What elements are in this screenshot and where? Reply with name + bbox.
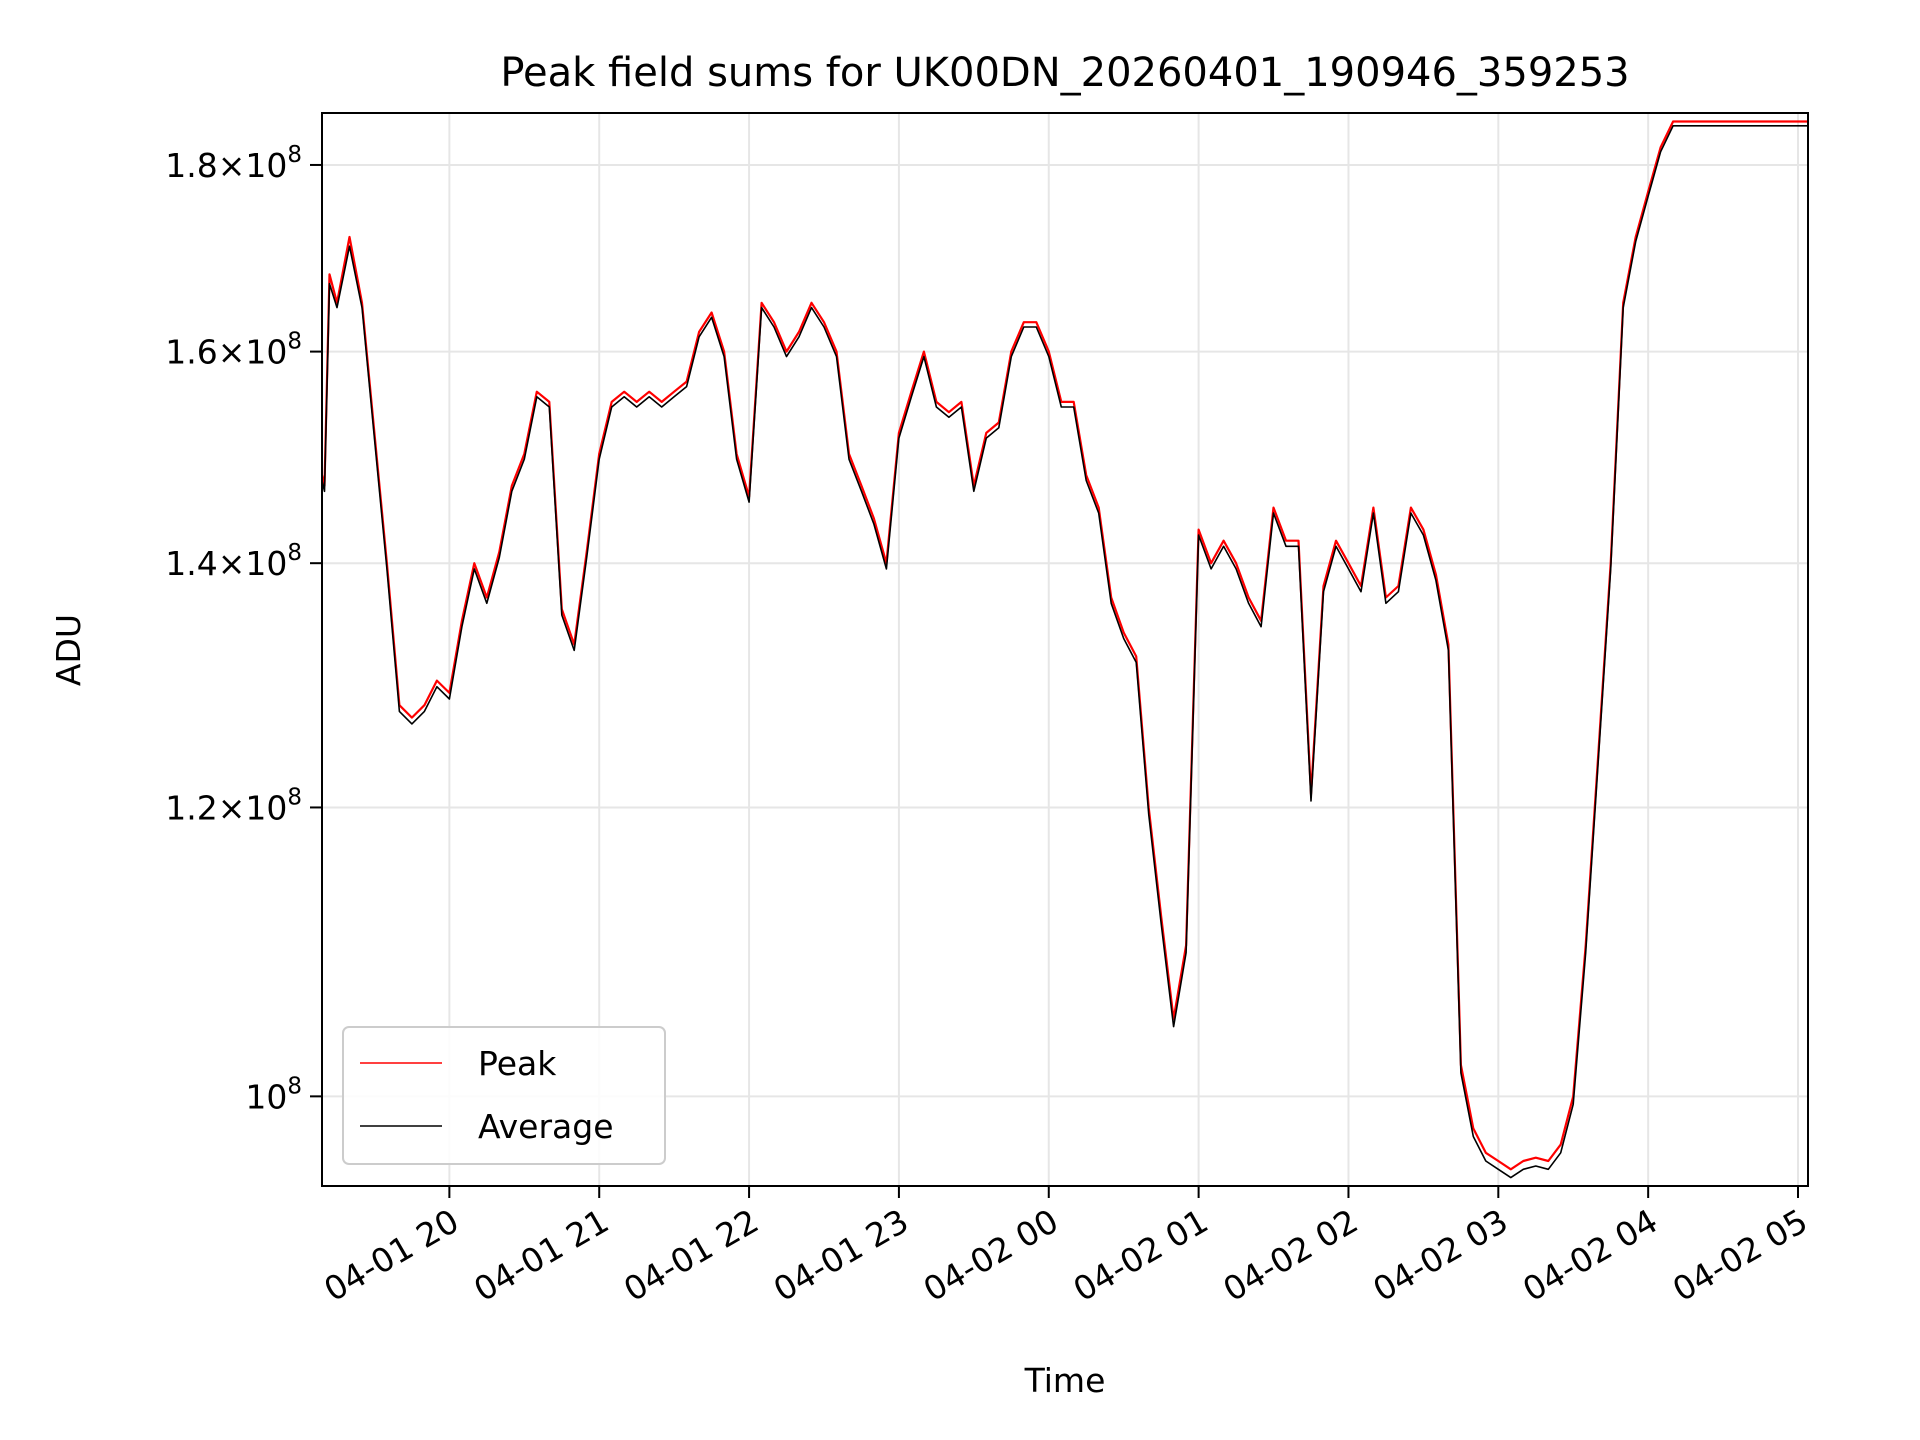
y-tick-label: 1.8×108 — [165, 142, 302, 185]
series-line-average — [321, 125, 1808, 1179]
legend-box — [342, 1026, 666, 1165]
series-layer — [320, 120, 1808, 1179]
y-tick-label: 108 — [245, 1073, 302, 1116]
legend-label-peak: Peak — [478, 1044, 557, 1083]
grid — [322, 113, 1808, 1186]
y-tick-label: 1.6×108 — [165, 329, 302, 372]
plot-frame — [321, 112, 1809, 1187]
legend-label-average: Average — [478, 1107, 614, 1146]
y-tick-label: 1.2×108 — [165, 784, 302, 827]
legend: Peak Average — [342, 1026, 666, 1165]
chart-title: Peak field sums for UK00DN_20260401_1909… — [500, 50, 1629, 96]
x-axis-label: Time — [1024, 1361, 1106, 1400]
y-axis-label: ADU — [49, 614, 88, 686]
y-axis: 108 1.2×108 1.4×108 1.6×108 1.8×108 — [165, 142, 322, 1116]
y-tick-label: 1.4×108 — [165, 540, 302, 583]
